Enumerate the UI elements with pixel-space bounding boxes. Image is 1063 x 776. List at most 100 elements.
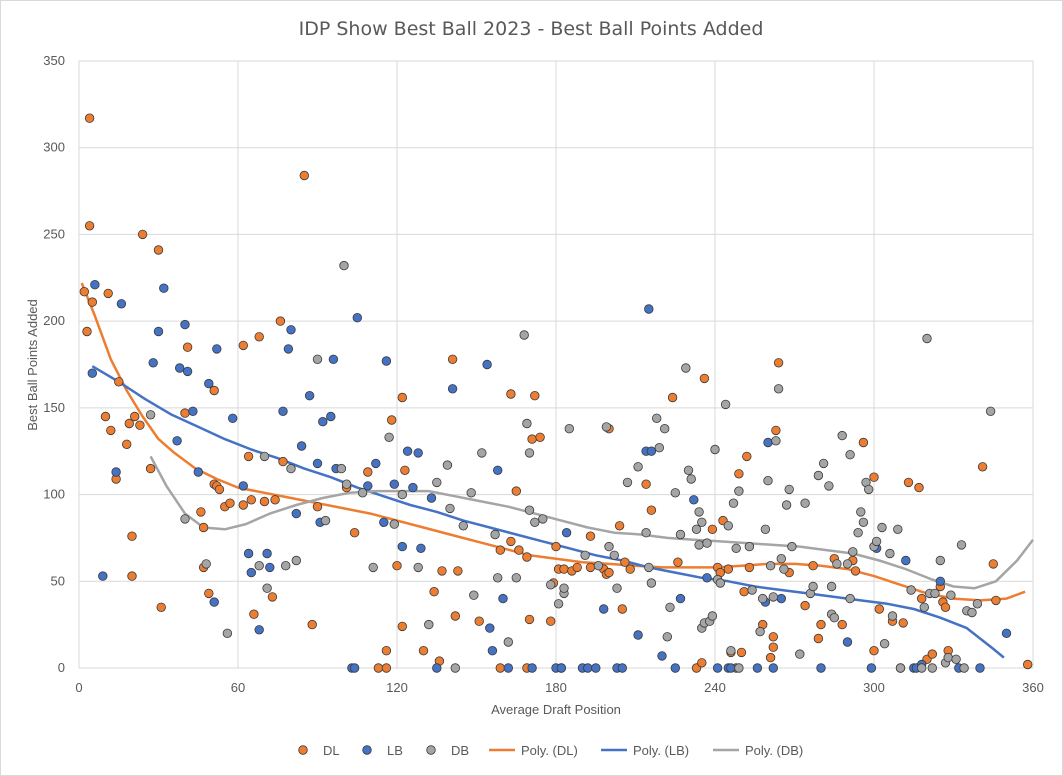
data-point-db bbox=[744, 541, 755, 552]
data-point-lb bbox=[426, 493, 437, 503]
data-point-lb bbox=[670, 663, 681, 673]
data-point-db bbox=[222, 628, 233, 639]
data-point-lb bbox=[182, 366, 193, 377]
data-point-db bbox=[818, 458, 829, 469]
data-point-db bbox=[781, 500, 792, 510]
data-point-dl bbox=[903, 477, 914, 488]
data-point-dl bbox=[100, 411, 111, 422]
data-point-dl bbox=[667, 392, 678, 403]
data-point-dl bbox=[84, 221, 95, 231]
data-point-dl bbox=[307, 619, 317, 630]
data-point-db bbox=[450, 663, 461, 673]
data-point-lb bbox=[381, 356, 392, 366]
data-point-db bbox=[858, 517, 869, 528]
data-point-db bbox=[262, 583, 272, 593]
data-point-dl bbox=[246, 495, 257, 505]
data-point-lb bbox=[503, 663, 514, 673]
data-point-db bbox=[795, 649, 805, 659]
data-point-db bbox=[477, 448, 487, 458]
data-point-db bbox=[686, 474, 696, 484]
data-point-lb bbox=[212, 344, 222, 354]
data-point-dl bbox=[625, 564, 635, 574]
data-point-db bbox=[842, 559, 853, 569]
data-point-dl bbox=[381, 646, 392, 656]
data-point-db bbox=[720, 399, 731, 410]
data-point-lb bbox=[153, 326, 164, 337]
data-point-lb bbox=[262, 548, 272, 559]
data-point-db bbox=[644, 562, 654, 573]
data-point-dl bbox=[765, 652, 776, 663]
data-point-lb bbox=[675, 593, 686, 604]
data-point-dl bbox=[204, 588, 214, 599]
data-point-db bbox=[760, 524, 771, 535]
x-tick-label: 240 bbox=[704, 680, 726, 695]
data-point-db bbox=[731, 543, 741, 554]
data-point-dl bbox=[249, 609, 259, 619]
data-point-dl bbox=[914, 482, 924, 493]
data-point-dl bbox=[736, 647, 747, 658]
data-point-dl bbox=[127, 531, 137, 541]
data-point-dl bbox=[617, 604, 628, 614]
data-point-db bbox=[808, 581, 818, 592]
data-point-db bbox=[715, 578, 726, 588]
x-axis-title: Average Draft Position bbox=[491, 702, 621, 717]
data-point-dl bbox=[270, 495, 280, 505]
data-point-dl bbox=[673, 557, 683, 567]
data-point-dl bbox=[739, 587, 749, 597]
data-point-dl bbox=[917, 593, 927, 604]
data-point-db bbox=[490, 529, 500, 540]
data-point-db bbox=[853, 528, 863, 538]
legend-marker-db bbox=[426, 745, 436, 755]
data-point-lb bbox=[180, 319, 190, 330]
data-point-dl bbox=[620, 557, 630, 567]
data-point-db bbox=[919, 602, 930, 613]
x-tick-label: 120 bbox=[386, 680, 408, 695]
data-point-dl bbox=[137, 229, 148, 240]
data-point-db bbox=[707, 611, 718, 621]
data-point-db bbox=[660, 424, 670, 434]
data-point-db bbox=[895, 663, 906, 673]
data-point-dl bbox=[106, 425, 116, 436]
data-point-dl bbox=[768, 642, 779, 652]
data-point-db bbox=[458, 521, 469, 531]
data-point-lb bbox=[326, 411, 336, 422]
data-point-db bbox=[917, 663, 927, 673]
data-point-db bbox=[694, 507, 704, 517]
data-point-db bbox=[564, 424, 575, 434]
data-point-lb bbox=[408, 482, 418, 493]
data-point-dl bbox=[808, 561, 818, 571]
data-point-db bbox=[503, 637, 514, 647]
y-tick-label: 250 bbox=[43, 226, 65, 241]
data-point-db bbox=[824, 481, 834, 491]
data-point-dl bbox=[180, 408, 190, 418]
data-point-lb bbox=[763, 437, 773, 448]
data-point-db bbox=[967, 607, 977, 618]
data-point-dl bbox=[450, 611, 461, 621]
data-point-db bbox=[201, 559, 211, 569]
data-point-db bbox=[424, 619, 434, 630]
data-point-dl bbox=[1022, 659, 1033, 670]
data-point-dl bbox=[429, 587, 439, 597]
data-point-dl bbox=[771, 425, 781, 436]
data-point-dl bbox=[278, 456, 288, 467]
data-point-db bbox=[943, 652, 953, 663]
data-point-lb bbox=[527, 663, 537, 673]
data-point-db bbox=[935, 555, 946, 566]
data-point-dl bbox=[641, 479, 651, 489]
data-point-dl bbox=[259, 496, 270, 507]
data-point-lb bbox=[726, 663, 736, 673]
data-point-db bbox=[985, 406, 996, 417]
data-point-lb bbox=[498, 593, 508, 604]
data-point-db bbox=[779, 564, 789, 574]
data-point-lb bbox=[193, 467, 204, 477]
data-point-db bbox=[466, 488, 476, 498]
data-point-dl bbox=[874, 604, 885, 614]
data-point-dl bbox=[79, 287, 90, 297]
data-point-dl bbox=[585, 562, 596, 573]
data-point-lb bbox=[172, 436, 182, 446]
x-tick-labels: 0 60 120 180 240 300 360 bbox=[75, 680, 1043, 695]
data-point-db bbox=[432, 477, 442, 488]
x-tick-label: 360 bbox=[1022, 680, 1044, 695]
data-point-dl bbox=[198, 522, 209, 533]
